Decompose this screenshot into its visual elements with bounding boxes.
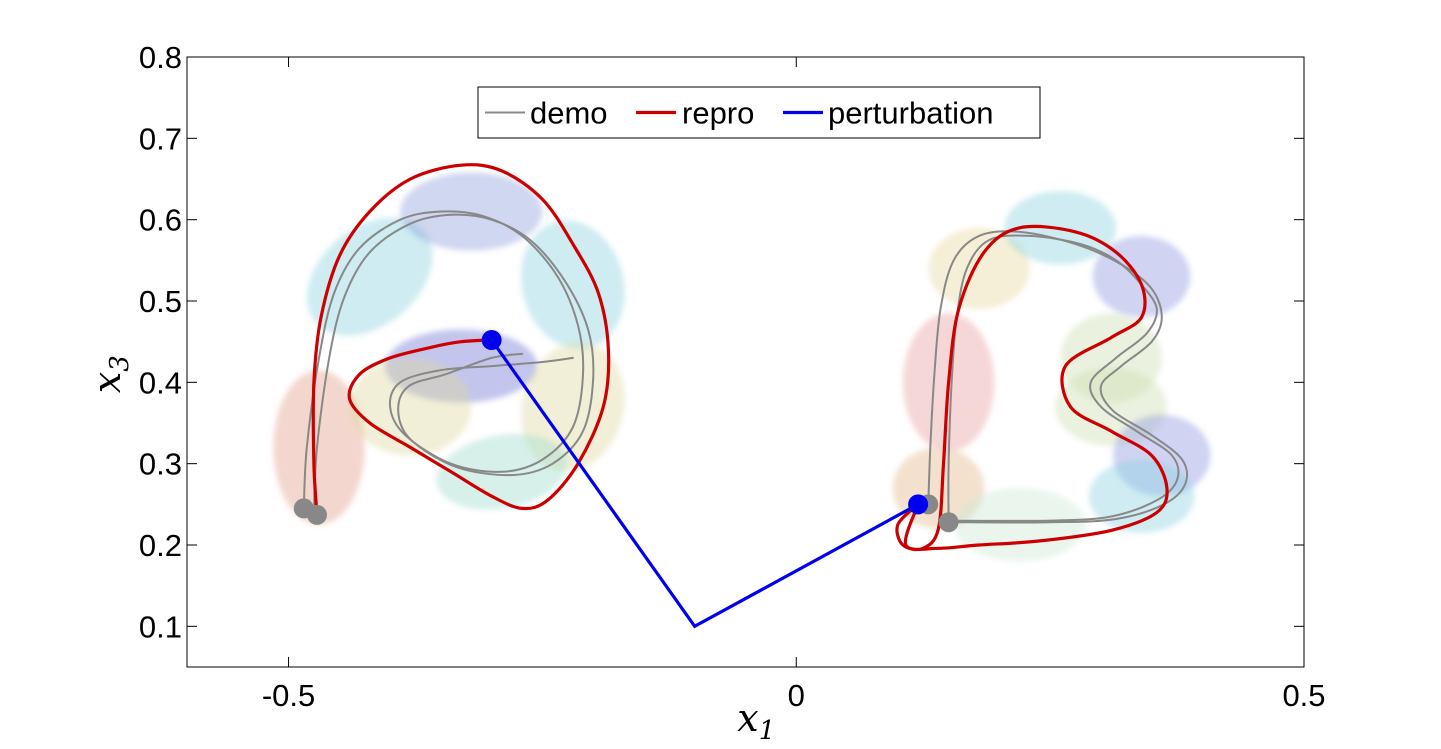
series-line-demo [302,210,585,510]
legend-box [477,86,1041,139]
markers-layer [293,330,959,533]
gaussian-ellipse [306,217,433,336]
series-layer [302,163,1189,552]
perturbation-point-marker [481,330,502,351]
gaussian-ellipse [953,488,1086,562]
series-line-perturbation [490,339,919,629]
series-line-repro [311,163,611,517]
gaussian-ellipse [521,220,625,349]
y-tick-label: 0.7 [139,121,182,156]
plot-frame [186,56,1305,668]
perturbation-point-marker [908,494,929,515]
x-tick-label: 0 [788,678,805,713]
x-axis-title: x1 [737,696,775,746]
y-axis-title-main: x [85,372,129,393]
legend-label-repro: repro [682,96,754,131]
x-tick-label: 0.5 [1282,678,1325,713]
series-line-demo [927,230,1189,524]
x-tick-label: -0.5 [262,678,315,713]
gaussian-ellipse [400,172,543,251]
gaussian-ellipse [928,227,1030,310]
series-line-repro [895,224,1169,552]
tick-labels: -0.5 0 0.5 0.1 0.2 0.3 0.4 0.5 0.6 0.7 0.8 [139,40,1326,713]
perturbation-layer [490,339,919,629]
gaussian-ellipse [1092,235,1191,318]
start-point-marker [306,504,327,525]
legend-label-demo: demo [530,96,608,131]
y-tick-label: 0.8 [139,40,182,75]
y-tick-label: 0.6 [139,203,182,238]
gaussian-ellipse [273,370,365,525]
x-axis-title-sub: 1 [759,716,776,746]
y-tick-label: 0.1 [139,609,182,644]
gaussian-ellipse [1088,459,1195,533]
legend-label-perturbation: perturbation [828,96,993,131]
y-tick-label: 0.2 [139,528,182,563]
gaussian-ellipse [521,342,625,471]
axis-ticks [187,56,1305,667]
series-line-demo [312,213,595,514]
legend: demo repro perturbation [477,86,1041,139]
y-axis-title-sub: 3 [105,355,135,372]
x-axis-title-main: x [737,696,758,740]
y-tick-label: 0.4 [139,365,182,400]
series-line-demo [947,234,1180,522]
y-tick-label: 0.3 [139,447,182,482]
start-point-marker [938,512,959,533]
y-axis-title: x3 [85,355,135,393]
y-tick-label: 0.5 [139,284,182,319]
